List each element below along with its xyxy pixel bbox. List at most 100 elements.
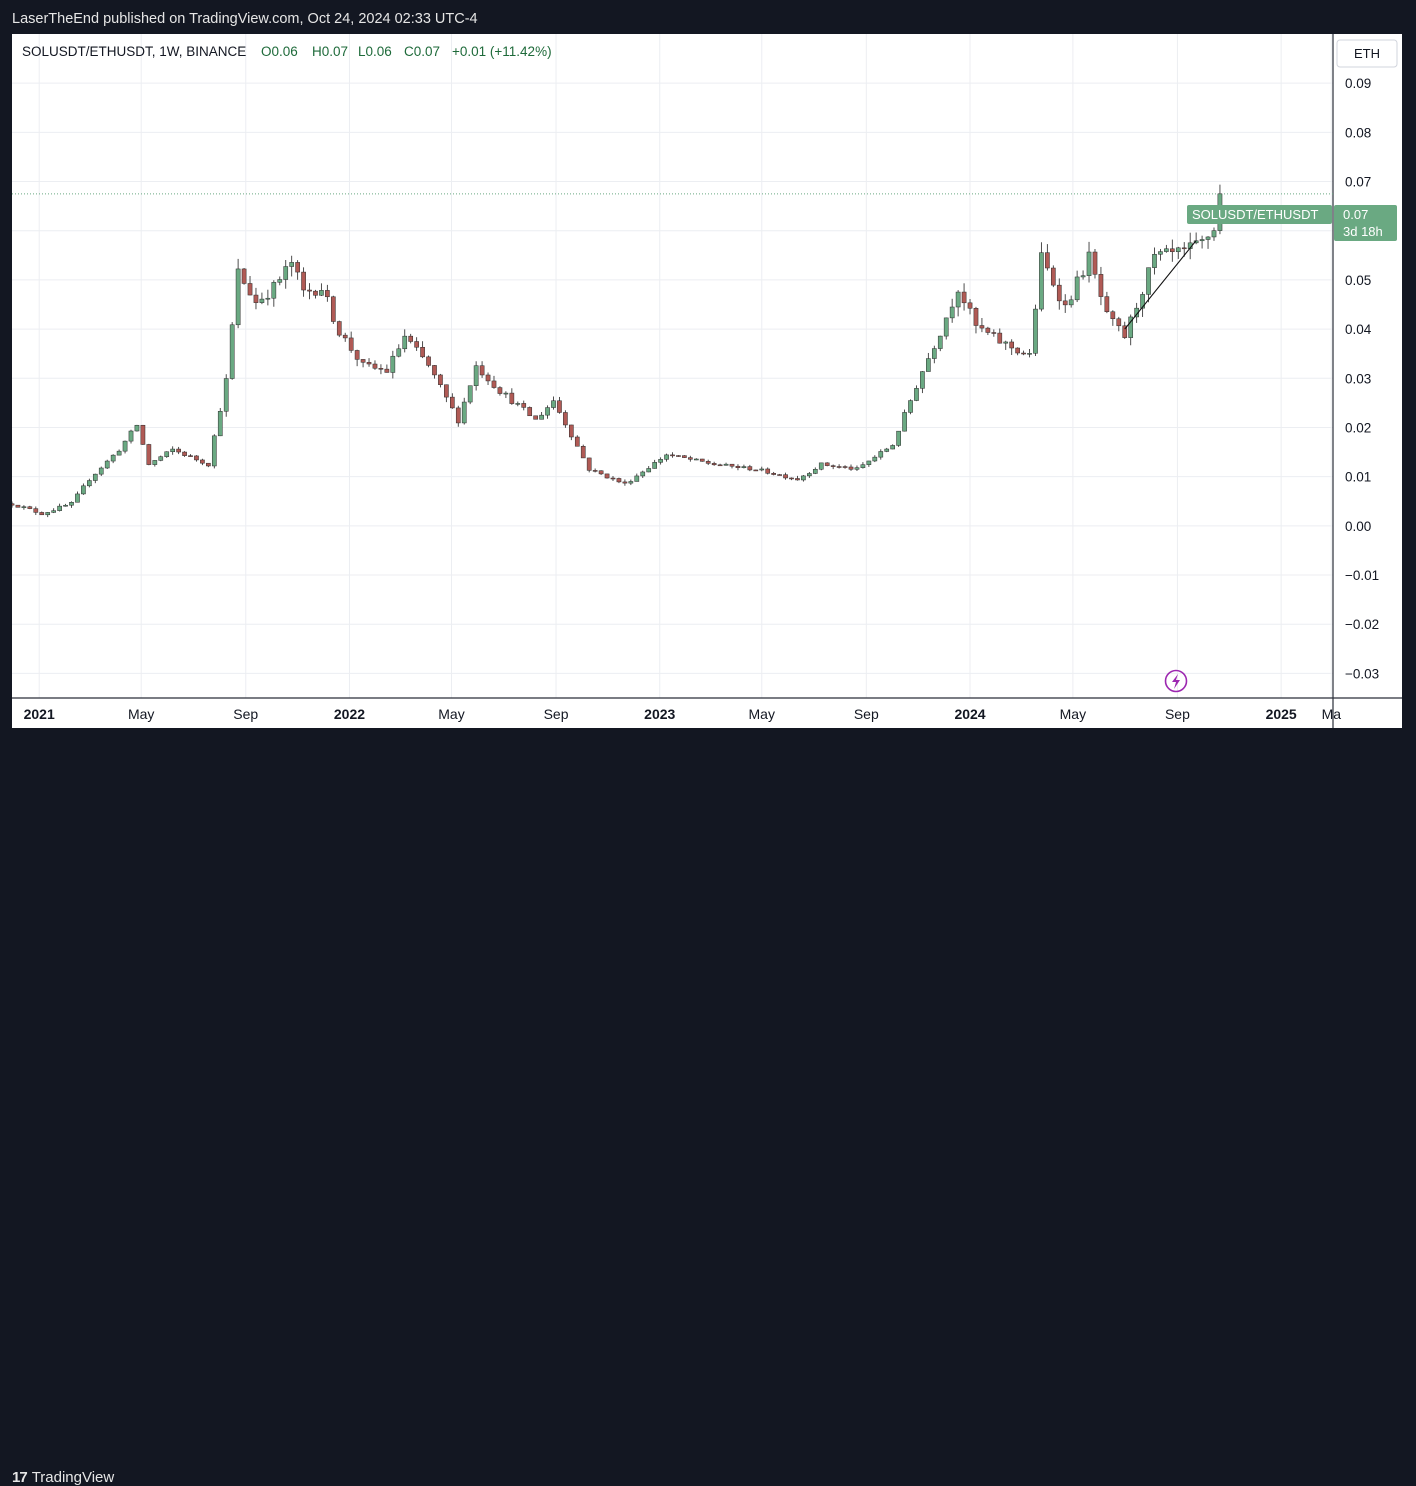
candle-down xyxy=(985,327,991,333)
candle-up xyxy=(664,454,669,460)
candle-up xyxy=(81,485,86,495)
candle-down xyxy=(1098,274,1104,297)
candle-down xyxy=(384,368,390,373)
price-tag-symbol: SOLUSDT/ETHUSDT xyxy=(1192,207,1318,222)
candle-up xyxy=(1158,251,1163,255)
time-tick-label: May xyxy=(438,706,464,722)
candle-up xyxy=(908,400,913,413)
candle-down xyxy=(717,464,723,467)
last-price-label xyxy=(1334,205,1397,241)
candle-up xyxy=(396,348,402,357)
candle-down xyxy=(479,365,485,376)
tradingview-logo-icon: 17 xyxy=(12,1469,28,1486)
currency-button[interactable] xyxy=(1336,39,1398,68)
legend-high: H0.07 xyxy=(312,44,348,59)
candle-down xyxy=(711,463,717,466)
time-tick-label: Sep xyxy=(1165,706,1190,722)
candle-down xyxy=(967,302,973,309)
candle-up xyxy=(515,403,521,405)
candle-down xyxy=(574,436,580,447)
candle-up xyxy=(866,460,872,465)
price-tick-label: 0.09 xyxy=(1345,76,1371,91)
candle-down xyxy=(1009,341,1015,349)
candle-down xyxy=(1062,300,1068,306)
candle-up xyxy=(693,458,699,461)
candle-down xyxy=(533,415,538,420)
candle-down xyxy=(557,400,562,413)
candle-down xyxy=(842,466,848,468)
candle-up xyxy=(223,378,229,412)
candle-down xyxy=(604,473,610,479)
time-tick-label: Sep xyxy=(233,706,258,722)
candle-up xyxy=(134,424,140,432)
footer: 17 TradingView xyxy=(0,728,1416,1486)
candle-up xyxy=(51,510,56,513)
candle-up xyxy=(116,450,122,456)
candle-down xyxy=(765,468,771,474)
candle-down xyxy=(1092,251,1098,275)
candle-down xyxy=(15,504,21,508)
trendline[interactable] xyxy=(1124,240,1197,330)
price-chart[interactable]: 0.090.080.070.060.050.040.030.020.010.00… xyxy=(9,34,1402,728)
time-tick-label: 2025 xyxy=(1266,706,1297,722)
candle-down xyxy=(206,462,211,467)
candle-up xyxy=(920,371,925,389)
chart-area[interactable]: 0.090.080.070.060.050.040.030.020.010.00… xyxy=(9,34,1402,728)
candle-down xyxy=(509,392,515,404)
candle-down xyxy=(569,424,574,438)
candle-up xyxy=(801,475,806,481)
candle-down xyxy=(527,407,533,417)
candle-down xyxy=(580,446,586,459)
candle-up xyxy=(1175,247,1181,252)
candle-up xyxy=(955,291,961,308)
candle-down xyxy=(961,291,967,304)
candle-down xyxy=(824,462,830,466)
candle-down xyxy=(247,283,253,296)
price-tick-label: 0.07 xyxy=(1345,175,1371,190)
legend-low: L0.06 xyxy=(358,44,392,59)
candle-down xyxy=(973,308,979,326)
candle-down xyxy=(997,332,1003,344)
candle-down xyxy=(330,296,336,322)
candle-down xyxy=(598,470,604,475)
candle-down xyxy=(497,387,503,394)
candle-down xyxy=(991,332,997,334)
candle-down xyxy=(682,455,687,458)
price-tick-label: 0.04 xyxy=(1345,322,1372,337)
candle-up xyxy=(122,440,128,452)
time-tick-label: Ma xyxy=(1322,706,1342,722)
candle-down xyxy=(414,341,419,348)
candle-down xyxy=(348,337,354,351)
candle-down xyxy=(372,363,378,369)
legend-close: C0.07 xyxy=(404,44,440,59)
candle-up xyxy=(503,392,509,395)
time-tick-label: 2024 xyxy=(954,706,985,722)
candle-down xyxy=(336,321,342,336)
candle-up xyxy=(104,460,110,469)
candle-up xyxy=(949,306,955,319)
price-tick-label: 0.03 xyxy=(1345,371,1371,386)
candle-up xyxy=(1068,299,1074,306)
candle-down xyxy=(771,473,776,475)
candle-down xyxy=(295,262,300,273)
price-tick-label: −0.03 xyxy=(1345,666,1379,681)
candle-down xyxy=(563,412,568,426)
candle-up xyxy=(741,466,747,468)
candle-down xyxy=(836,466,842,468)
candle-down xyxy=(610,477,616,480)
candle-up xyxy=(872,456,878,462)
candle-up xyxy=(658,459,663,463)
published-info: LaserTheEnd published on TradingView.com… xyxy=(12,11,478,27)
candle-up xyxy=(57,505,62,511)
tradingview-brand[interactable]: 17 TradingView xyxy=(12,1469,114,1486)
candle-down xyxy=(789,477,794,480)
candle-up xyxy=(931,348,937,359)
lightning-icon[interactable] xyxy=(1164,669,1188,693)
candle-down xyxy=(521,403,527,408)
countdown-timer: 3d 18h xyxy=(1343,224,1383,239)
candle-down xyxy=(592,470,598,472)
price-axis[interactable] xyxy=(1333,34,1402,728)
candle-down xyxy=(140,424,146,445)
candle-down xyxy=(622,481,628,484)
candle-up xyxy=(271,282,277,299)
